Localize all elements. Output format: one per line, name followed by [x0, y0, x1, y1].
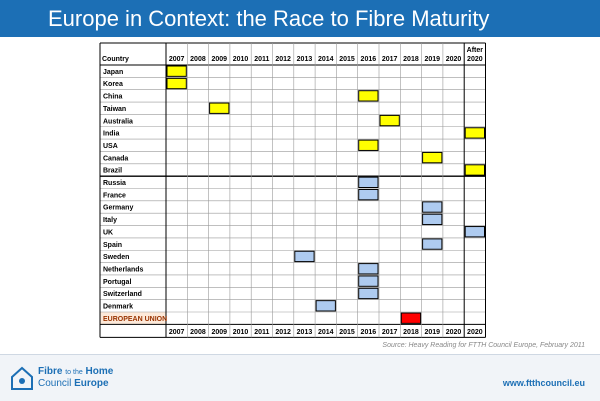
maturity-marker: [315, 300, 336, 312]
maturity-marker: [166, 77, 187, 90]
eu-row-highlight: [100, 312, 166, 325]
maturity-table: Country After 2007 2007 2008 2008 2009 2009 2010…: [99, 42, 486, 338]
country-label: Denmark: [103, 304, 133, 311]
country-label: Russia: [103, 180, 126, 187]
year-footer: 2017: [382, 329, 398, 336]
maturity-marker: [379, 114, 400, 127]
country-label: Brazil: [103, 168, 122, 175]
country-label: UK: [103, 229, 113, 236]
after-label: After: [467, 47, 484, 54]
year-header: 2012: [275, 56, 291, 63]
country-label: Switzerland: [103, 291, 142, 298]
maturity-marker: [422, 238, 443, 250]
footer-divider: [0, 354, 600, 355]
maturity-marker: [422, 201, 443, 213]
year-header: 2008: [190, 56, 206, 63]
country-label: Australia: [103, 118, 133, 125]
country-label: USA: [103, 143, 118, 150]
maturity-marker: [358, 176, 379, 188]
year-header: 2020: [467, 56, 483, 63]
country-label: Portugal: [103, 279, 131, 286]
year-footer: 2019: [424, 329, 440, 336]
year-footer: 2015: [339, 329, 355, 336]
year-header: 2014: [318, 56, 334, 63]
maturity-marker: [464, 127, 486, 139]
maturity-marker: [400, 312, 422, 324]
page-title: Europe in Context: the Race to Fibre Mat…: [48, 6, 490, 31]
country-label: Netherlands: [103, 266, 144, 273]
year-footer: 2010: [233, 329, 249, 336]
country-label: Japan: [103, 69, 123, 76]
country-label: EUROPEAN UNION: [103, 316, 167, 323]
maturity-marker: [358, 275, 379, 287]
logo-text-line1: Fibre to the Home: [38, 366, 114, 377]
maturity-marker: [358, 263, 379, 275]
country-label: Korea: [103, 81, 123, 88]
country-label: France: [103, 192, 126, 199]
year-footer: 2007: [169, 329, 185, 336]
maturity-marker: [422, 213, 443, 226]
maturity-marker: [422, 151, 443, 164]
maturity-marker: [209, 102, 230, 114]
country-label: India: [103, 131, 119, 138]
year-footer: 2020: [467, 329, 483, 336]
maturity-marker: [358, 287, 379, 300]
year-header: 2016: [361, 56, 377, 63]
year-header: 2011: [254, 56, 269, 63]
year-header: 2020: [446, 56, 462, 63]
maturity-marker: [464, 226, 486, 238]
year-header: 2009: [211, 56, 227, 63]
maturity-marker: [464, 164, 486, 176]
country-label: China: [103, 94, 123, 101]
year-header: 2015: [339, 56, 355, 63]
country-label: Germany: [103, 205, 133, 212]
country-label: Canada: [103, 155, 128, 162]
country-label: Spain: [103, 242, 122, 249]
year-footer: 2018: [403, 329, 419, 336]
footer: [0, 355, 600, 401]
year-header: 2019: [424, 56, 440, 63]
year-footer: 2012: [275, 329, 291, 336]
country-label: Italy: [103, 217, 117, 224]
year-footer: 2014: [318, 329, 334, 336]
country-header: Country: [102, 56, 129, 63]
year-footer: 2020: [446, 329, 462, 336]
source-note: Source: Heavy Reading for FTTH Council E…: [382, 342, 585, 349]
year-footer: 2016: [361, 329, 377, 336]
year-footer: 2008: [190, 329, 206, 336]
maturity-marker: [294, 250, 315, 263]
house-logo-icon: [11, 366, 33, 390]
year-header: 2007: [169, 56, 185, 63]
year-footer: 2011: [254, 329, 269, 336]
year-header: 2013: [297, 56, 313, 63]
maturity-marker: [166, 65, 187, 77]
website-link[interactable]: www.ftthcouncil.eu: [502, 378, 585, 388]
year-footer: 2009: [211, 329, 227, 336]
year-header: 2017: [382, 56, 398, 63]
title-bar: Europe in Context: the Race to Fibre Mat…: [0, 0, 600, 37]
year-footer: 2013: [297, 329, 313, 336]
logo-text-line2: Council Europe: [38, 378, 109, 389]
maturity-marker: [358, 90, 379, 102]
maturity-marker: [358, 139, 379, 151]
maturity-marker: [358, 189, 379, 201]
year-header: 2010: [233, 56, 249, 63]
country-label: Sweden: [103, 254, 129, 261]
country-label: Taiwan: [103, 106, 126, 113]
year-header: 2018: [403, 56, 419, 63]
